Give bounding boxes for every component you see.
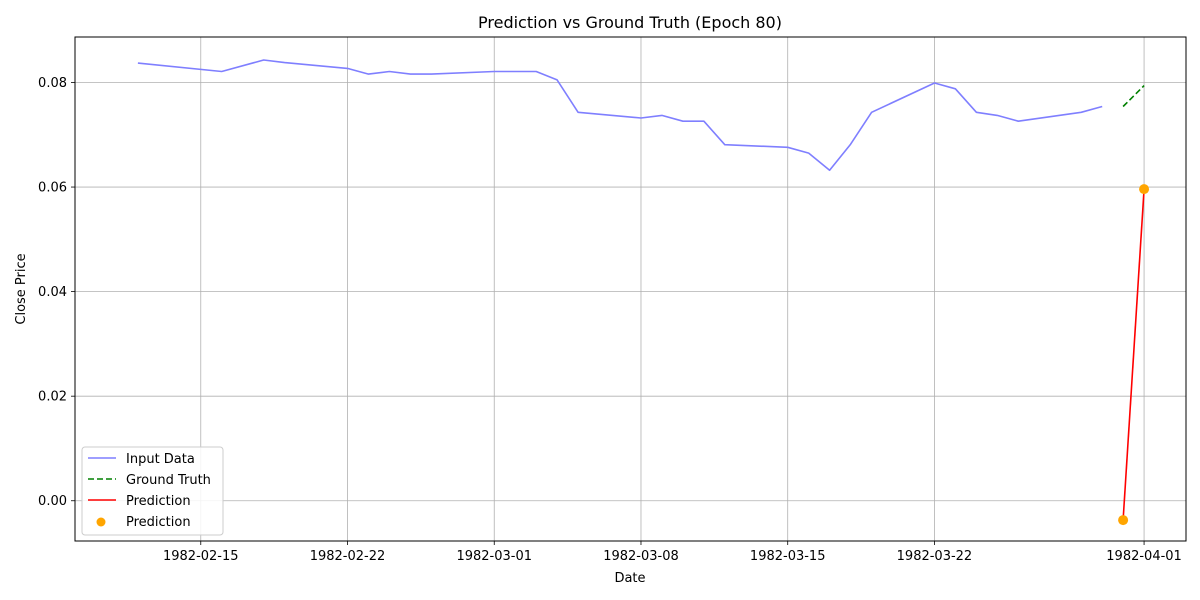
ground-truth-line: [1122, 85, 1145, 108]
legend-label: Ground Truth: [126, 473, 211, 488]
legend-label: Prediction: [126, 494, 191, 509]
y-tick-label: 0.02: [38, 390, 67, 405]
x-tick-label: 1982-03-22: [897, 549, 973, 564]
y-tick-label: 0.08: [38, 76, 67, 91]
y-tick-label: 0.06: [38, 181, 67, 196]
chart-title: Prediction vs Ground Truth (Epoch 80): [478, 13, 782, 32]
y-tick-label: 0.00: [38, 494, 67, 509]
x-tick-label: 1982-02-22: [310, 549, 386, 564]
legend: Input Data Ground Truth Prediction Predicti…: [81, 446, 224, 536]
legend-marker: [96, 517, 106, 527]
grid-lines: [75, 37, 1186, 541]
y-axis-label: Close Price: [14, 253, 29, 324]
x-tick-label: 1982-02-15: [163, 549, 239, 564]
x-axis-ticks: 1982-02-15 1982-02-22 1982-03-01 1982-03-08…: [163, 541, 1182, 564]
series-group: [137, 59, 1150, 526]
prediction-line: [1122, 189, 1145, 521]
x-tick-label: 1982-03-08: [603, 549, 679, 564]
plot-frame: [74, 36, 1187, 542]
y-axis-ticks: 0.00 0.02 0.04 0.06 0.08: [38, 76, 75, 509]
y-tick-label: 0.04: [38, 285, 67, 300]
legend-box: [81, 446, 224, 536]
legend-label: Prediction: [126, 515, 191, 530]
x-tick-label: 1982-03-01: [456, 549, 532, 564]
x-tick-label: 1982-03-15: [750, 549, 826, 564]
prediction-point: [1118, 515, 1129, 526]
input-data-line: [137, 59, 1103, 172]
legend-label: Input Data: [126, 452, 195, 467]
x-tick-label: 1982-04-01: [1106, 549, 1182, 564]
prediction-point: [1139, 184, 1150, 195]
x-axis-label: Date: [614, 571, 645, 586]
